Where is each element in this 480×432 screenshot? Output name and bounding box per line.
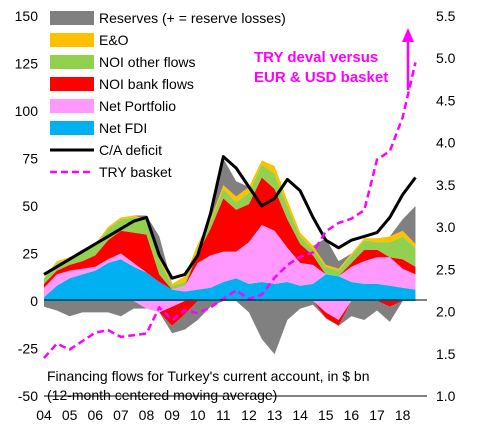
legend-swatch-noi_bank xyxy=(50,77,94,91)
legend-swatch-portfolio xyxy=(50,99,94,113)
x-tick-label: 09 xyxy=(164,407,180,423)
note: Financing flows for Turkey's current acc… xyxy=(47,368,370,403)
left-tick-label: 0 xyxy=(30,293,38,309)
series-lines xyxy=(43,62,417,359)
left-tick-label: -50 xyxy=(18,388,38,404)
note-line-2: (12-month centered moving average) xyxy=(47,387,277,403)
x-tick-label: 04 xyxy=(36,407,52,423)
right-tick-label: 3.0 xyxy=(436,219,456,235)
right-tick-label: 2.5 xyxy=(436,261,456,277)
left-tick-label: 50 xyxy=(22,198,38,214)
try-basket-line xyxy=(43,62,417,359)
area-noi_bank-positive xyxy=(44,177,416,290)
legend-swatch-eo xyxy=(50,33,94,47)
left-axis-ticks: -50 -25 0 25 50 75 100 125 150 xyxy=(15,8,39,404)
legend-label-fdi: Net FDI xyxy=(99,120,147,136)
x-tick-label: 14 xyxy=(292,407,308,423)
area-noi_other-positive xyxy=(44,164,416,290)
axes xyxy=(44,299,427,397)
legend-label-eo: E&O xyxy=(99,32,129,48)
x-tick-label: 17 xyxy=(369,407,385,423)
x-tick-label: 11 xyxy=(216,407,231,423)
left-tick-label: 75 xyxy=(22,151,38,167)
annotation-line-1: TRY deval versus xyxy=(254,49,378,66)
left-tick-label: -25 xyxy=(18,341,38,357)
annotation-arrowhead-icon xyxy=(402,28,414,42)
x-tick-label: 10 xyxy=(190,407,206,423)
annotation-line-2: EUR & USD basket xyxy=(254,69,388,86)
legend-label-reserves: Reserves (+ = reserve losses) xyxy=(99,10,286,26)
x-tick-label: 18 xyxy=(395,407,411,423)
note-line-1: Financing flows for Turkey's current acc… xyxy=(47,368,370,384)
right-tick-label: 4.0 xyxy=(436,135,456,151)
right-tick-label: 1.5 xyxy=(436,346,456,362)
x-tick-label: 13 xyxy=(267,407,283,423)
x-axis-ticks: 04 05 06 07 08 09 10 11 12 13 14 15 16 17 18 xyxy=(36,407,410,423)
x-tick-label: 08 xyxy=(139,407,155,423)
x-tick-label: 05 xyxy=(62,407,78,423)
right-tick-label: 1.0 xyxy=(436,388,456,404)
legend-label-portfolio: Net Portfolio xyxy=(99,98,176,114)
area-reserves-positive xyxy=(44,158,416,284)
area-portfolio-positive xyxy=(44,225,416,298)
x-tick-label: 15 xyxy=(318,407,334,423)
x-tick-label: 07 xyxy=(113,407,129,423)
area-portfolio-negative xyxy=(44,301,416,320)
x-tick-label: 06 xyxy=(87,407,103,423)
ca-deficit-line xyxy=(43,155,417,280)
area-reserves-negative xyxy=(44,301,416,355)
right-tick-label: 2.0 xyxy=(436,304,456,320)
legend-label-noi_other: NOI other flows xyxy=(99,54,195,70)
left-tick-label: 25 xyxy=(22,246,38,262)
legend-swatch-noi_other xyxy=(50,55,94,69)
left-tick-label: 150 xyxy=(15,8,39,24)
area-fdi-positive xyxy=(44,259,416,301)
legend: Reserves (+ = reserve losses) E&O NOI othe… xyxy=(50,10,286,180)
right-tick-label: 5.0 xyxy=(436,50,456,66)
x-tick-label: 16 xyxy=(344,407,360,423)
legend-swatch-fdi xyxy=(50,121,94,135)
x-tick-label: 12 xyxy=(241,407,257,423)
left-tick-label: 100 xyxy=(15,103,39,119)
left-tick-label: 125 xyxy=(15,56,39,72)
right-tick-label: 5.5 xyxy=(436,8,456,24)
right-axis-ticks: 1.0 1.5 2.0 2.5 3.0 3.5 4.0 4.5 5.0 5.5 xyxy=(436,8,456,404)
legend-label-try: TRY basket xyxy=(99,164,172,180)
legend-label-ca: C/A deficit xyxy=(99,142,162,158)
legend-swatch-reserves xyxy=(50,11,94,25)
annotation: TRY deval versus EUR & USD basket xyxy=(254,28,414,90)
legend-label-noi_bank: NOI bank flows xyxy=(99,76,194,92)
right-tick-label: 3.5 xyxy=(436,177,456,193)
right-tick-label: 4.5 xyxy=(436,92,456,108)
stacked-areas xyxy=(44,158,416,355)
